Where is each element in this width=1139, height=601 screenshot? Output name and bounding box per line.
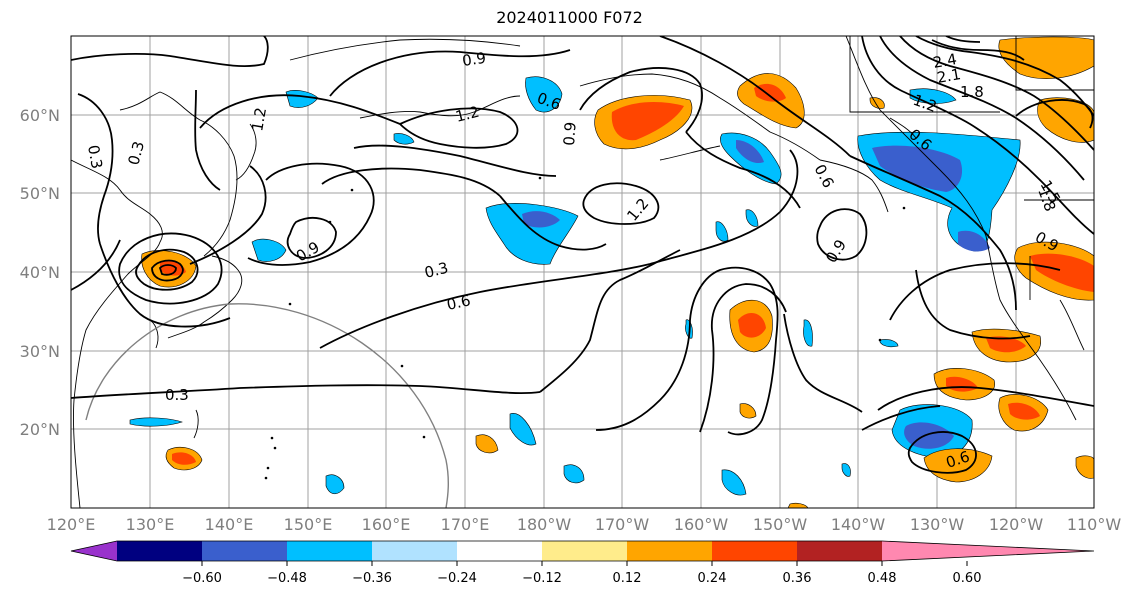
colorbar-segment <box>457 541 542 561</box>
contour-label: 2.4 <box>932 50 959 72</box>
colorbar-segments <box>70 540 1095 562</box>
contour-label: 1.8 <box>960 83 984 101</box>
lat-tick-label: 30°N <box>20 342 60 361</box>
range-circle <box>85 303 449 508</box>
colorbar-extend-high <box>882 541 1094 561</box>
colorbar-tick-label: −0.24 <box>437 571 477 586</box>
colorbar-tick-label: 0.48 <box>868 571 897 586</box>
colorbar-tick-label: 0.24 <box>698 571 727 586</box>
lat-tick-label: 40°N <box>20 263 60 282</box>
contour-label: 1.2 <box>248 106 270 133</box>
contour-label: 1.2 <box>454 103 482 126</box>
lat-tick-label: 20°N <box>20 420 60 439</box>
colorbar-tick-label: −0.36 <box>352 571 392 586</box>
lon-tick-label: 140°E <box>205 515 254 534</box>
lat-tick-label: 50°N <box>20 184 60 203</box>
colorbar-ticks: −0.60 −0.48 −0.36 −0.24 −0.12 0.12 0.24 0.36 0.4… <box>182 561 981 586</box>
contour-label: 0.3 <box>423 259 451 282</box>
colorbar-segment <box>797 541 882 561</box>
lon-tick-label: 150°E <box>284 515 333 534</box>
lon-tick-label: 170°W <box>595 515 650 534</box>
colorbar-tick-label: 0.60 <box>953 571 982 586</box>
lon-tick-label: 170°E <box>441 515 490 534</box>
lon-tick-label: 140°W <box>831 515 886 534</box>
lon-tick-label: 160°W <box>674 515 729 534</box>
contour-label: 0.3 <box>165 386 189 404</box>
lon-tick-label: 120°W <box>989 515 1044 534</box>
colorbar-segment <box>542 541 627 561</box>
colorbar-outline <box>70 540 1095 562</box>
contour-label: 0.3 <box>124 139 148 167</box>
colorbar-tick-label: 0.12 <box>613 571 642 586</box>
lon-tick-label: 180°W <box>517 515 572 534</box>
colorbar-segment <box>202 541 287 561</box>
contour-label: 0.6 <box>445 291 472 314</box>
colorbar-segment <box>372 541 457 561</box>
lon-tick-label: 150°W <box>753 515 808 534</box>
contour-label: 0.3 <box>84 144 106 171</box>
colorbar-tick-label: −0.12 <box>522 571 562 586</box>
lon-tick-label: 110°W <box>1067 515 1122 534</box>
map-frame <box>70 35 1095 509</box>
colorbar: −0.60 −0.48 −0.36 −0.24 −0.12 0.12 0.24 0.36 0.4… <box>70 540 1095 586</box>
lon-tick-label: 130°W <box>910 515 965 534</box>
colorbar-segment <box>712 541 797 561</box>
colorbar-tick-label: 0.36 <box>783 571 812 586</box>
colorbar-segment <box>627 541 712 561</box>
colorbar-segment <box>117 541 202 561</box>
lon-tick-label: 120°E <box>47 515 96 534</box>
latitude-labels: 20°N 30°N 40°N 50°N 60°N <box>20 106 60 439</box>
lon-tick-label: 160°E <box>362 515 411 534</box>
longitude-labels: 120°E 130°E 140°E 150°E 160°E 170°E 180°… <box>47 515 1122 534</box>
colorbar-tick-label: −0.60 <box>182 571 222 586</box>
lat-tick-label: 60°N <box>20 106 60 125</box>
map-title: 2024011000 F072 <box>496 8 643 27</box>
colorbar-tick-label: −0.48 <box>267 571 307 586</box>
contour-lines <box>71 36 1094 474</box>
colorbar-segment <box>287 541 372 561</box>
contour-label: 0.9 <box>461 49 487 70</box>
contour-label: 0.9 <box>560 121 580 146</box>
colorbar-extend-low <box>71 541 117 561</box>
contour-label: 2.1 <box>936 65 963 87</box>
lon-tick-label: 130°E <box>126 515 175 534</box>
coastlines <box>71 36 1094 508</box>
